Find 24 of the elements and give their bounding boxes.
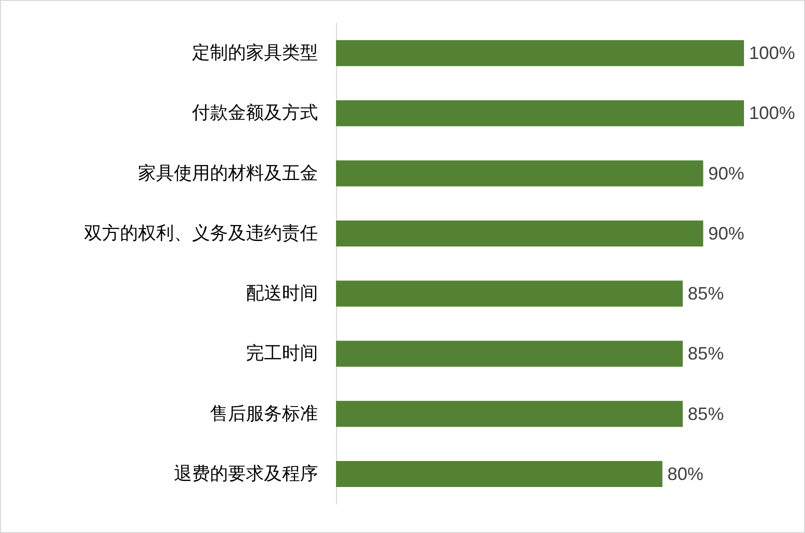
data-label: 90% bbox=[708, 163, 744, 184]
y-tick-label: 付款金额及方式 bbox=[191, 102, 318, 124]
data-label: 100% bbox=[749, 103, 796, 124]
y-tick-label: 家具使用的材料及五金 bbox=[138, 162, 318, 184]
bar bbox=[336, 40, 744, 66]
data-label: 85% bbox=[688, 344, 724, 364]
bar bbox=[336, 340, 683, 367]
y-tick-label: 定制的家具类型 bbox=[192, 42, 318, 64]
bar bbox=[336, 460, 662, 487]
data-label: 80% bbox=[667, 464, 704, 484]
y-tick-label: 退费的要求及程序 bbox=[174, 463, 318, 484]
bar bbox=[336, 280, 683, 307]
bar bbox=[336, 400, 683, 427]
y-tick-label: 双方的权利、义务及违约责任 bbox=[84, 222, 318, 244]
data-label: 85% bbox=[688, 284, 724, 304]
data-label: 100% bbox=[749, 43, 796, 64]
bar bbox=[336, 100, 744, 126]
bar bbox=[336, 160, 704, 186]
y-tick-label: 售后服务标准 bbox=[210, 403, 318, 424]
y-tick-label: 完工时间 bbox=[246, 343, 318, 364]
bar bbox=[336, 220, 704, 246]
data-label: 85% bbox=[688, 404, 724, 424]
y-tick-label: 配送时间 bbox=[246, 283, 318, 304]
data-label: 90% bbox=[708, 223, 744, 244]
